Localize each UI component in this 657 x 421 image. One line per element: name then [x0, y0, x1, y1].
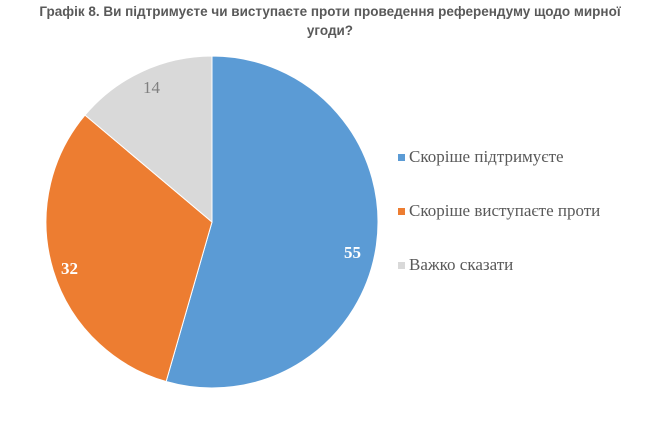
legend-item-support: Скоріше підтримуєте [398, 146, 600, 168]
legend-label-oppose: Скоріше виступаєте проти [409, 201, 601, 220]
legend-swatch-oppose [398, 207, 405, 215]
legend-item-oppose: Скоріше виступаєте проти [398, 200, 600, 222]
data-label-hard-to-say: 14 [143, 78, 160, 97]
chart-legend: Скоріше підтримуєте Скоріше виступаєте п… [398, 146, 600, 276]
data-label-support: 55 [344, 243, 361, 262]
pie-slice-hard-to-say [84, 55, 213, 224]
legend-swatch-hard-to-say [398, 261, 405, 269]
data-label-oppose: 32 [61, 259, 78, 278]
legend-swatch-support [398, 153, 405, 161]
pie-slice-support [165, 55, 379, 389]
legend-label-support: Скоріше підтримуєте [409, 147, 564, 166]
legend-item-hard-to-say: Важко сказати [398, 254, 600, 276]
chart-title: Графік 8. Ви підтримуєте чи виступаєте п… [10, 2, 650, 40]
pie-slice-oppose [45, 114, 213, 383]
chart-title-line2: угоди? [306, 23, 354, 38]
chart-title-line1: Графік 8. Ви підтримуєте чи виступаєте п… [39, 4, 621, 19]
legend-label-hard-to-say: Важко сказати [409, 255, 514, 274]
